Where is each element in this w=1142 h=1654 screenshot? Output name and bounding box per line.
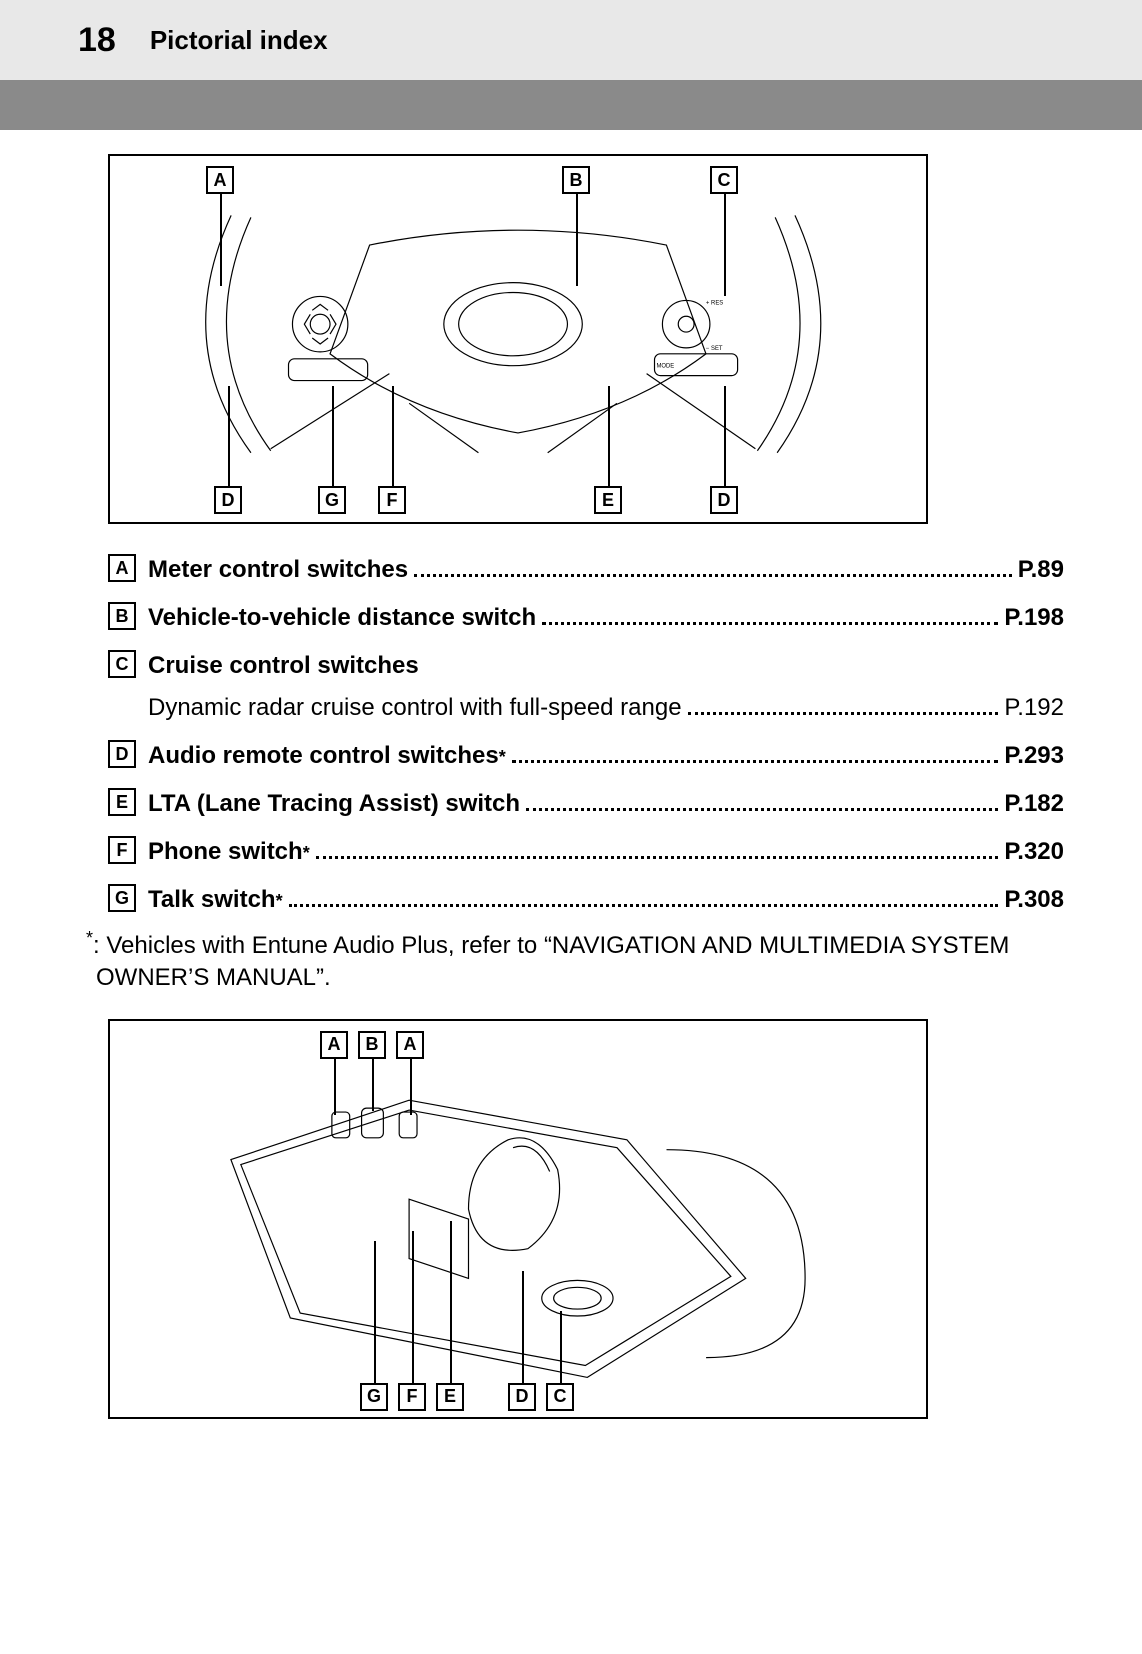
callout-E: E [594, 486, 622, 514]
index-letter: C [108, 650, 136, 678]
callout-C: C [710, 166, 738, 194]
svg-text:MODE: MODE [656, 364, 674, 370]
callout-D: D [214, 486, 242, 514]
index-row: C Cruise control switches Dynamic radar … [78, 648, 1064, 726]
manual-page: 18 Pictorial index [0, 0, 1142, 1479]
page-content: + RES − SET MODE A B C D G F E D [0, 130, 1142, 1479]
leader [392, 386, 394, 486]
leader-dots [316, 845, 999, 859]
index-label: Meter control switches [148, 552, 408, 588]
index-label: Phone switch [148, 834, 303, 870]
leader [608, 386, 610, 486]
leader-dots [526, 797, 998, 811]
index-page: P.192 [1004, 690, 1064, 726]
index-letter: F [108, 836, 136, 864]
callout-B: B [562, 166, 590, 194]
callout-A: A [206, 166, 234, 194]
leader [372, 1059, 374, 1111]
leader [450, 1221, 452, 1383]
leader-dots [289, 893, 999, 907]
callout-F: F [398, 1383, 426, 1411]
leader [410, 1059, 412, 1115]
leader [334, 1059, 336, 1115]
leader [522, 1271, 524, 1383]
callout-A: A [320, 1031, 348, 1059]
index-row: A Meter control switches P.89 [78, 552, 1064, 588]
leader [228, 386, 230, 486]
svg-text:− SET: − SET [706, 346, 723, 352]
index-sublabel: Dynamic radar cruise control with full-s… [148, 690, 682, 726]
callout-G: G [360, 1383, 388, 1411]
svg-text:+ RES: + RES [706, 300, 723, 306]
index-row: E LTA (Lane Tracing Assist) switch P.182 [78, 786, 1064, 822]
leader [560, 1311, 562, 1383]
callout-D: D [508, 1383, 536, 1411]
leader [576, 194, 578, 286]
figure-steering-wheel: + RES − SET MODE A B C D G F E D [108, 154, 928, 524]
leader [374, 1241, 376, 1383]
index-row: D Audio remote control switches* P.293 [78, 738, 1064, 774]
page-header: 18 Pictorial index [0, 0, 1142, 80]
footnote-text: : Vehicles with Entune Audio Plus, refer… [93, 932, 1009, 991]
index-label: Vehicle-to-vehicle distance switch [148, 600, 536, 636]
index-label: LTA (Lane Tracing Assist) switch [148, 786, 520, 822]
index-row: B Vehicle-to-vehicle distance switch P.1… [78, 600, 1064, 636]
leader-dots [414, 563, 1012, 577]
grey-band [0, 80, 1142, 130]
index-row: F Phone switch* P.320 [78, 834, 1064, 870]
leader [220, 194, 222, 286]
index-page: P.182 [1004, 786, 1064, 822]
index-label: Audio remote control switches [148, 738, 499, 774]
leader [724, 386, 726, 486]
index-page: P.89 [1018, 552, 1064, 588]
leader-dots [512, 749, 999, 763]
index-label: Talk switch [148, 882, 276, 918]
callout-F: F [378, 486, 406, 514]
steering-wheel-illustration: + RES − SET MODE [110, 156, 926, 522]
footnote: *: Vehicles with Entune Audio Plus, refe… [78, 930, 1064, 995]
callout-B: B [358, 1031, 386, 1059]
index-label: Cruise control switches [148, 648, 419, 684]
callout-A2: A [396, 1031, 424, 1059]
callout-D2: D [710, 486, 738, 514]
console-illustration [110, 1021, 926, 1417]
index-page: P.198 [1004, 600, 1064, 636]
index-page: P.320 [1004, 834, 1064, 870]
index-letter: A [108, 554, 136, 582]
callout-G: G [318, 486, 346, 514]
figure-center-console: A B A G F E D C [108, 1019, 928, 1419]
footnote-star: * [86, 928, 93, 948]
index-letter: E [108, 788, 136, 816]
index-page: P.308 [1004, 882, 1064, 918]
index-letter: G [108, 884, 136, 912]
leader [332, 386, 334, 486]
index-page: P.293 [1004, 738, 1064, 774]
callout-E: E [436, 1383, 464, 1411]
index-letter: D [108, 740, 136, 768]
leader [724, 194, 726, 296]
callout-C: C [546, 1383, 574, 1411]
leader-dots [542, 611, 998, 625]
page-number: 18 [78, 21, 116, 60]
section-title: Pictorial index [150, 25, 328, 56]
index-row: G Talk switch* P.308 [78, 882, 1064, 918]
index-list: A Meter control switches P.89 B Vehicle-… [78, 552, 1064, 918]
leader-dots [688, 701, 999, 715]
index-letter: B [108, 602, 136, 630]
leader [412, 1231, 414, 1383]
